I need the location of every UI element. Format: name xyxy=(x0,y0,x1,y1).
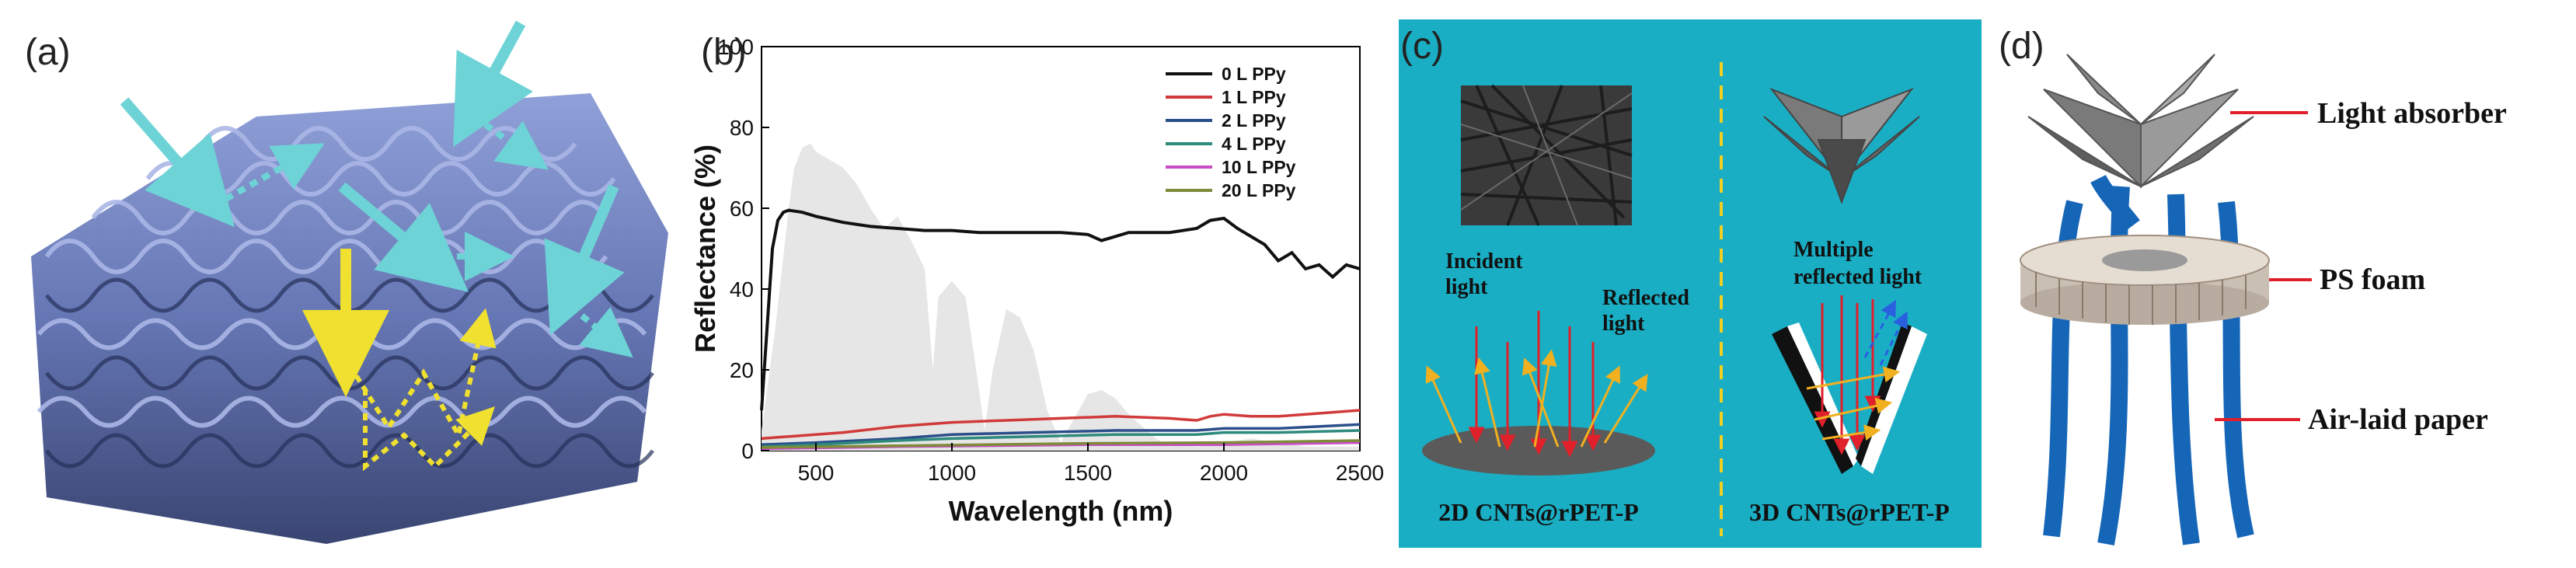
legend-label: 0 L PPy xyxy=(1222,64,1286,84)
y-tick-label: 100 xyxy=(717,35,754,59)
panel-c-label: (c) xyxy=(1400,26,1444,67)
panel-d: Light absorber PS foam Air-laid paper (d… xyxy=(1997,0,2576,568)
legend-label: 10 L PPy xyxy=(1222,157,1296,177)
light-absorber-shape xyxy=(2027,54,2254,189)
cyan-dotted-arrows xyxy=(212,113,633,358)
caption-3d: 3D CNTs@rPET-P xyxy=(1749,498,1950,526)
legend-label: 1 L PPy xyxy=(1222,87,1286,107)
air-laid-paper-strips xyxy=(2043,174,2254,546)
y-axis-label: Reflectance (%) xyxy=(689,145,721,353)
air-laid-paper-label: Air-laid paper xyxy=(2308,403,2488,436)
y-tick-label: 80 xyxy=(730,116,754,140)
solar-spectrum-area xyxy=(762,143,1360,451)
x-tick-label: 2000 xyxy=(1200,461,1248,485)
multiple-reflected-label-1: Multiple xyxy=(1793,238,1874,262)
panel-d-label: (d) xyxy=(1999,26,2044,67)
y-tick-label: 20 xyxy=(730,358,754,382)
x-tick-label: 500 xyxy=(798,461,835,485)
series-line-1-l-ppy xyxy=(761,409,1361,441)
series-line-0-l-ppy xyxy=(760,208,1361,411)
reflected-light-label-1: Reflected xyxy=(1602,286,1689,310)
folded-absorber-3d xyxy=(1763,87,1920,204)
multiple-reflected-label-2: reflected light xyxy=(1793,265,1922,289)
x-tick-label: 1000 xyxy=(928,461,976,485)
panel-d-illustration: Light absorber PS foam Air-laid paper xyxy=(2020,54,2507,546)
x-axis-label: Wavelength (nm) xyxy=(949,495,1173,527)
yellow-zigzag-path-lower xyxy=(363,389,495,472)
incident-rays-3d xyxy=(1814,295,1881,455)
y-tick-label: 0 xyxy=(741,439,754,463)
ps-foam-ring xyxy=(2020,235,2270,325)
incident-light-label-1: Incident xyxy=(1445,249,1523,274)
ps-foam-label: PS foam xyxy=(2320,263,2425,296)
panel-b: 500 1000 1500 2000 2500 0 20 40 60 80 100 Waveleng… xyxy=(684,0,1383,568)
incident-light-label-2: light xyxy=(1445,275,1488,299)
panel-b-label: (b) xyxy=(701,32,747,73)
panel-c-illustration: Incident light Reflected light Multiple … xyxy=(1399,19,1982,548)
fiber-mat-2d xyxy=(1460,84,1633,226)
escaping-rays-3d xyxy=(1863,299,1908,366)
reflected-rays-2d xyxy=(1425,349,1648,448)
panel-a-illustration xyxy=(31,20,668,544)
legend-label: 4 L PPy xyxy=(1222,134,1286,154)
series-line-2-l-ppy xyxy=(761,423,1361,446)
panel-a-label: (a) xyxy=(25,32,71,73)
light-absorber-label: Light absorber xyxy=(2317,97,2507,130)
series-line-4-l-ppy xyxy=(761,429,1361,448)
x-tick-label: 2500 xyxy=(1336,461,1383,485)
y-tick-label: 60 xyxy=(730,197,754,221)
reflectance-chart: 500 1000 1500 2000 2500 0 20 40 60 80 100 Waveleng… xyxy=(689,35,1383,527)
legend-label: 2 L PPy xyxy=(1222,110,1286,131)
x-tick-label: 1500 xyxy=(1064,461,1112,485)
y-tick-label: 40 xyxy=(730,277,754,301)
panel-a: (a) xyxy=(0,0,684,568)
cyan-arrows xyxy=(120,20,625,336)
bounce-rays-3d xyxy=(1806,366,1901,441)
legend: 0 L PPy 1 L PPy 2 L PPy 4 L PPy 10 L PPy 20 L… xyxy=(1166,64,1296,200)
reflected-light-label-2: light xyxy=(1602,312,1645,336)
caption-2d: 2D CNTs@rPET-P xyxy=(1438,498,1639,526)
panel-c: Incident light Reflected light Multiple … xyxy=(1383,0,1997,568)
legend-label: 20 L PPy xyxy=(1222,180,1296,200)
yellow-zigzag-path xyxy=(347,308,497,442)
